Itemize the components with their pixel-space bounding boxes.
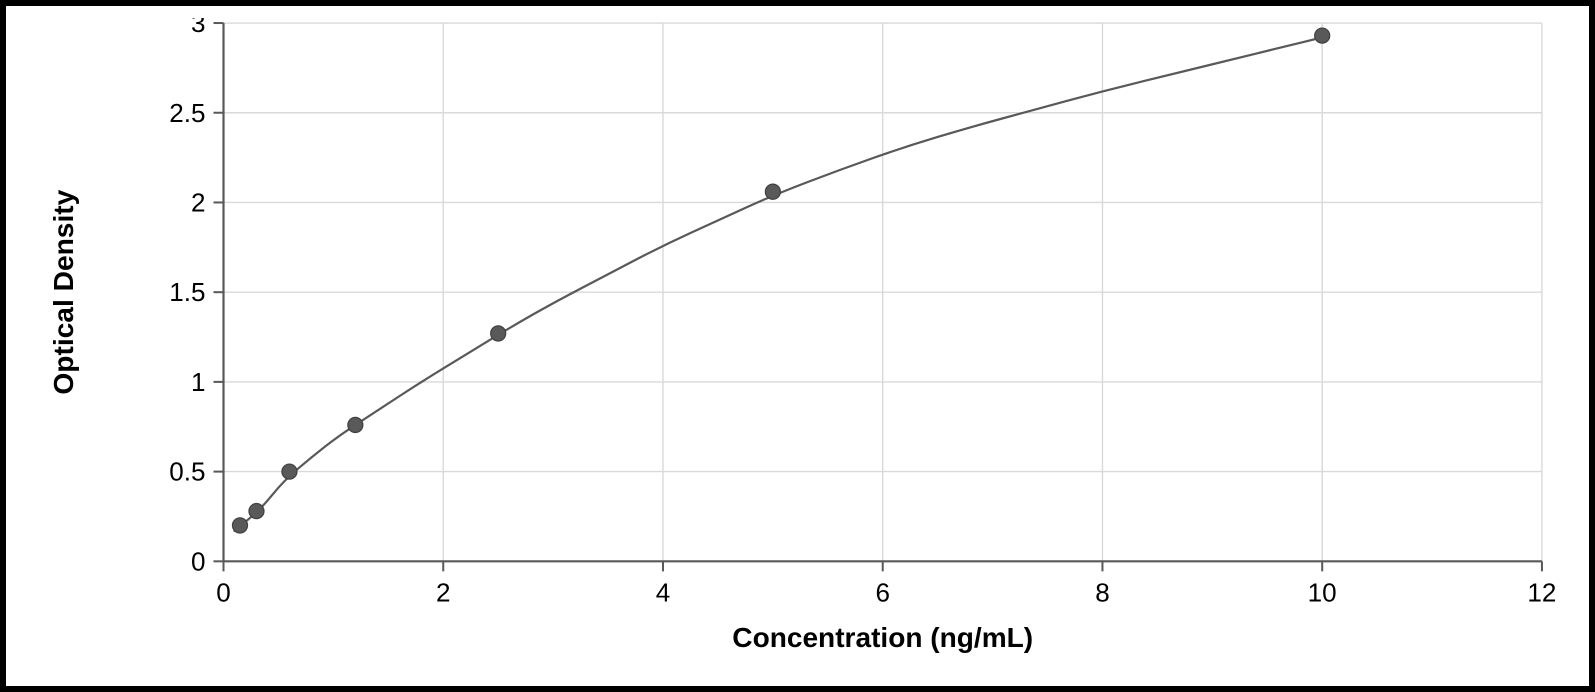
y-tick-label: 0.5	[169, 457, 205, 487]
data-marker	[491, 326, 506, 341]
chart-frame: 0 2 4 6 8 10 12 0 0.5 1 1.5 2 2.5 3 Concentration (ng/…	[0, 0, 1595, 692]
x-tick-label: 4	[656, 578, 671, 608]
x-tick-label: 12	[1527, 578, 1556, 608]
x-tick-label: 6	[875, 578, 890, 608]
y-tick-label: 2	[191, 187, 206, 217]
x-tick-label: 0	[216, 578, 231, 608]
x-axis-title: Concentration (ng/mL)	[732, 622, 1033, 653]
y-tick-label: 0	[191, 546, 206, 576]
data-marker	[1315, 28, 1330, 43]
chart-svg: 0 2 4 6 8 10 12 0 0.5 1 1.5 2 2.5 3 Concentration (ng/…	[28, 18, 1567, 672]
y-tick-label: 3	[191, 18, 206, 38]
data-marker	[232, 518, 247, 533]
y-tick-label: 1.5	[169, 277, 205, 307]
x-tick-label: 2	[436, 578, 451, 608]
x-tick-label: 8	[1095, 578, 1110, 608]
data-marker	[249, 504, 264, 519]
data-marker	[282, 464, 297, 479]
x-tick-label: 10	[1308, 578, 1337, 608]
chart-plot-area: 0 2 4 6 8 10 12 0 0.5 1 1.5 2 2.5 3 Concentration (ng/…	[28, 18, 1567, 672]
y-tick-label: 1	[191, 367, 206, 397]
data-marker	[765, 184, 780, 199]
data-marker	[348, 417, 363, 432]
y-tick-label: 2.5	[169, 98, 205, 128]
y-axis-title: Optical Density	[48, 189, 79, 394]
